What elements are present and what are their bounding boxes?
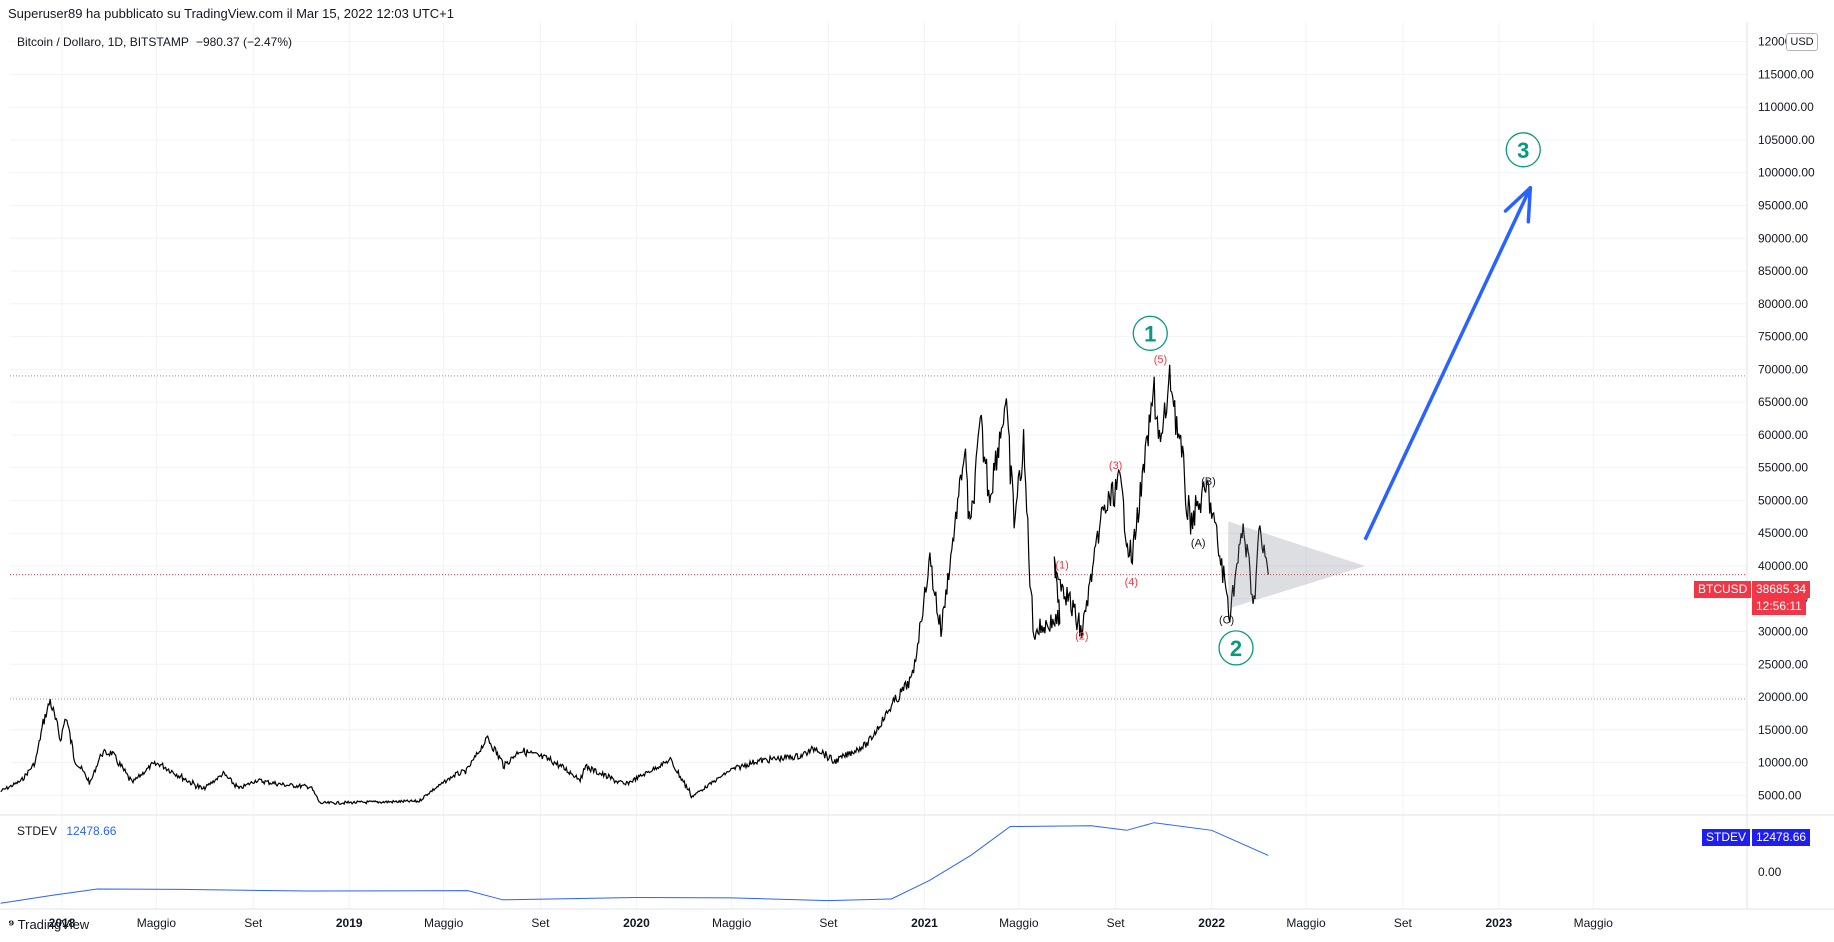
price-tick-label: 110000.00: [1758, 100, 1814, 114]
price-tick-label: 85000.00: [1758, 264, 1808, 278]
time-tick-label: Set: [1394, 916, 1413, 930]
price-tick-label: 60000.00: [1758, 428, 1808, 442]
wave-label: (B): [1201, 476, 1216, 488]
price-tick-label: 80000.00: [1758, 297, 1808, 311]
projection-arrow-head: [1503, 186, 1533, 213]
price-series: [0, 364, 1269, 806]
price-tick-label: 30000.00: [1758, 624, 1808, 638]
indicator-legend[interactable]: STDEV 12478.66: [17, 824, 116, 838]
wave-label: 2: [1230, 636, 1242, 661]
time-tick-label: Maggio: [712, 916, 752, 930]
wave-label: 3: [1517, 138, 1529, 163]
annotations: 1 2 3 (1) (2) (3) (4) (5) (A) (B) (C): [1055, 132, 1541, 666]
time-tick-label: 2021: [911, 916, 938, 930]
projection-arrow: [1363, 187, 1532, 541]
time-tick-label: Maggio: [1286, 916, 1326, 930]
price-line: [0, 364, 1269, 806]
price-tick-label: 40000.00: [1758, 559, 1808, 573]
time-tick-label: 2022: [1198, 916, 1225, 930]
price-tick-label: 70000.00: [1758, 362, 1808, 376]
stdev-line: [0, 822, 1269, 904]
price-tick-label: 5000.00: [1758, 788, 1802, 802]
last-price-tag: 38685.34: [1752, 581, 1811, 598]
indicator-value: 12478.66: [66, 824, 117, 838]
indicator-zero-label: 0.00: [1758, 865, 1782, 879]
publisher-line: Superuser89 ha pubblicato su TradingView…: [8, 6, 454, 21]
triangle-pattern: [1228, 521, 1366, 609]
time-tick-label: Set: [244, 916, 263, 930]
price-tick-label: 25000.00: [1758, 657, 1808, 671]
symbol-price-tag: BTCUSD: [1694, 581, 1752, 598]
price-tick-label: 100000.00: [1758, 166, 1815, 180]
time-tick-label: Maggio: [999, 916, 1039, 930]
wave-label: (2): [1075, 630, 1088, 642]
wave-label: (A): [1191, 537, 1206, 549]
price-tick-label: 115000.00: [1758, 67, 1814, 81]
price-tick-label: 90000.00: [1758, 231, 1808, 245]
currency-button[interactable]: USD: [1786, 33, 1818, 51]
footer-brand: TradingView: [17, 916, 90, 932]
price-axis: 120000.00115000.00110000.00105000.001000…: [1758, 35, 1815, 803]
tradingview-logo-icon: ⁹: [8, 916, 15, 932]
price-tick-label: 20000.00: [1758, 690, 1808, 704]
footer: ⁹ TradingView: [8, 916, 89, 932]
time-tick-label: Maggio: [137, 916, 177, 930]
price-tick-label: 50000.00: [1758, 493, 1808, 507]
indicator-tag-value: 12478.66: [1752, 829, 1811, 846]
price-tick-label: 15000.00: [1758, 723, 1808, 737]
price-tick-label: 105000.00: [1758, 133, 1815, 147]
stdev-series: [0, 822, 1269, 904]
grid-lines: [10, 22, 1747, 909]
time-tick-label: 2020: [623, 916, 650, 930]
wave-circle: [1218, 630, 1254, 666]
bar-countdown-tag: 12:56:11: [1752, 598, 1806, 615]
wave-label: (4): [1125, 577, 1138, 589]
symbol-legend[interactable]: Bitcoin / Dollaro, 1D, BITSTAMP −980.37 …: [17, 35, 292, 49]
symbol-title: Bitcoin / Dollaro, 1D, BITSTAMP: [17, 35, 189, 49]
price-tick-label: 10000.00: [1758, 756, 1808, 770]
indicator-name: STDEV: [17, 824, 58, 838]
price-tick-label: 45000.00: [1758, 526, 1808, 540]
projection-arrow-head: [1526, 186, 1533, 224]
wave-label: (1): [1055, 560, 1068, 572]
horizontal-levels: [10, 375, 1747, 700]
price-tick-label: 75000.00: [1758, 330, 1808, 344]
time-tick-label: Maggio: [424, 916, 464, 930]
wave-circle: [1132, 315, 1168, 351]
price-tick-label: 55000.00: [1758, 461, 1808, 475]
wave-label: 1: [1144, 321, 1156, 346]
indicator-tag-name: STDEV: [1702, 829, 1751, 846]
time-tick-label: 2019: [336, 916, 363, 930]
price-tick-label: 65000.00: [1758, 395, 1808, 409]
time-tick-label: 2023: [1486, 916, 1513, 930]
wave-label: (C): [1219, 615, 1234, 627]
time-tick-label: 2018: [49, 916, 76, 930]
time-tick-label: Maggio: [1574, 916, 1614, 930]
wave-label: (3): [1109, 460, 1122, 472]
wave-circle: [1505, 132, 1541, 168]
wave-label: (5): [1154, 354, 1167, 366]
price-tick-label: 95000.00: [1758, 199, 1808, 213]
time-tick-label: Set: [531, 916, 550, 930]
time-tick-label: Set: [819, 916, 838, 930]
time-axis: 2018 Maggio Set 2019 Maggio Set 2020 Maggio Set 2…: [49, 916, 1614, 930]
time-tick-label: Set: [1107, 916, 1126, 930]
price-change: −980.37 (−2.47%): [195, 35, 293, 49]
